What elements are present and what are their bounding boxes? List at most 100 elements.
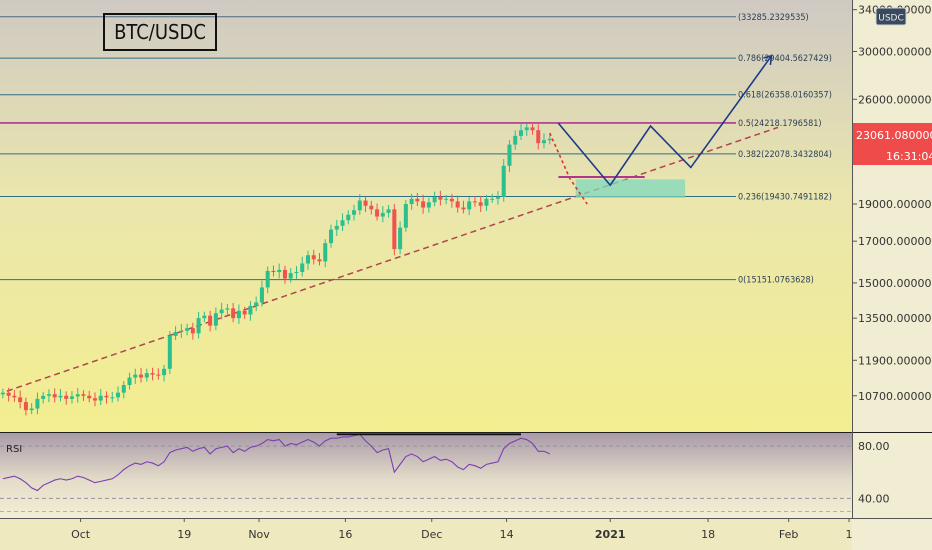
y-tick-label: 30000.0000000 <box>858 45 932 58</box>
candle-body <box>282 269 287 279</box>
candle-body <box>23 402 28 411</box>
candle-body <box>58 395 63 398</box>
candle-body <box>167 335 172 369</box>
fib-level-label: 0.786(29404.5627429) <box>738 54 832 64</box>
candle-body <box>127 377 132 386</box>
candle-body <box>75 394 80 397</box>
x-tick-label: 19 <box>177 528 191 541</box>
candle-body <box>518 130 524 136</box>
candle-body <box>334 225 339 230</box>
candle-body <box>300 263 305 273</box>
candle-body <box>115 392 121 398</box>
candle-body <box>386 209 391 213</box>
candle-body <box>421 201 426 208</box>
candle-body <box>472 201 477 203</box>
candle-body <box>254 302 259 307</box>
x-tick-label: Feb <box>779 528 798 541</box>
rsi-axis-label: 80.00 <box>858 440 890 453</box>
bar-countdown: 16:31:04 <box>886 150 932 163</box>
candle-body <box>380 212 385 217</box>
y-tick-label: 17000.0000000 <box>858 235 932 248</box>
candlestick-series <box>0 122 552 416</box>
rsi-indicator: 80.00 40.00 <box>0 433 890 512</box>
fib-level-label: 0.236(19430.7491182) <box>738 193 832 203</box>
candle-body <box>461 207 466 210</box>
currency-badge-text: USDC <box>878 14 904 24</box>
candle-body <box>444 198 449 200</box>
candle-body <box>311 255 316 260</box>
candle-body <box>530 127 535 131</box>
candle-body <box>449 198 454 202</box>
trend-drawings[interactable] <box>6 126 779 392</box>
candle-body <box>467 201 472 210</box>
candle-body <box>104 395 109 398</box>
x-tick-label: Nov <box>248 528 270 541</box>
x-tick-label: Dec <box>421 528 442 541</box>
candle-body <box>357 200 362 211</box>
candle-body <box>277 269 282 273</box>
candle-body <box>340 220 345 226</box>
candle-body <box>317 259 322 262</box>
rsi-pane-bg <box>0 433 852 518</box>
candle-body <box>219 309 224 314</box>
candle-body <box>242 310 247 315</box>
y-tick-label: 13500.0000000 <box>858 312 932 325</box>
chart-title-box[interactable]: BTC/USDC <box>103 13 217 51</box>
projection-drawings[interactable] <box>549 54 773 205</box>
candle-body <box>305 255 311 264</box>
y-tick-label: 15000.0000000 <box>858 277 932 290</box>
candle-body <box>69 396 74 399</box>
candle-body <box>432 197 437 203</box>
candle-body <box>18 397 23 403</box>
y-tick-label: 11900.0000000 <box>858 354 932 367</box>
candle-body <box>12 395 17 398</box>
candle-body <box>536 130 541 144</box>
candle-body <box>346 214 351 221</box>
candle-body <box>133 374 138 378</box>
candle-body <box>173 332 178 336</box>
candle-body <box>208 315 213 326</box>
main-pane-bg <box>0 0 852 432</box>
candle-body <box>196 318 201 334</box>
candle-body <box>110 397 115 399</box>
candle-body <box>236 310 241 319</box>
candle-body <box>213 313 218 326</box>
projection-arrowhead <box>763 54 773 66</box>
candle-body <box>524 127 529 131</box>
candle-body <box>547 138 552 141</box>
candle-body <box>403 204 408 228</box>
candle-body <box>46 394 51 396</box>
candle-body <box>294 272 299 274</box>
candle-body <box>92 398 98 401</box>
candle-body <box>507 144 512 166</box>
rsi-label: RSI <box>6 444 22 455</box>
current-price-value: 23061.0800000 <box>856 129 932 142</box>
rsi-line <box>2 433 550 492</box>
candle-body <box>231 308 236 319</box>
x-tick-label: 16 <box>338 528 352 541</box>
candle-body <box>426 202 431 208</box>
chart-title: BTC/USDC <box>114 20 206 44</box>
candle-body <box>225 308 230 310</box>
candle-body <box>121 385 126 393</box>
candle-body <box>271 270 276 273</box>
candle-body <box>415 198 420 202</box>
candle-body <box>150 373 155 375</box>
candle-body <box>438 197 443 200</box>
candle-body <box>392 209 397 250</box>
candle-body <box>156 374 161 376</box>
candle-body <box>288 273 293 279</box>
candle-body <box>52 394 57 398</box>
candle-body <box>98 395 103 401</box>
candle-body <box>144 373 149 378</box>
fib-level-label: 0.618(26358.0160357) <box>738 91 832 101</box>
currency-badge[interactable]: USDC <box>875 7 907 26</box>
candle-body <box>352 210 357 215</box>
candle-body <box>0 392 5 395</box>
x-tick-label: 2021 <box>595 528 626 541</box>
candle-body <box>248 306 253 315</box>
candle-body <box>363 200 368 206</box>
candle-body <box>513 135 518 145</box>
